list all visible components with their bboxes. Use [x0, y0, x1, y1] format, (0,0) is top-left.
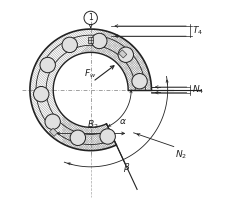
Text: $N_4$: $N_4$	[192, 84, 204, 96]
Circle shape	[45, 114, 60, 130]
Circle shape	[100, 129, 115, 144]
Bar	[118, 50, 126, 58]
Text: 1: 1	[88, 13, 93, 22]
Text: $\alpha$: $\alpha$	[118, 117, 126, 126]
Circle shape	[70, 130, 85, 145]
Circle shape	[62, 37, 77, 53]
Text: $\beta$: $\beta$	[123, 161, 130, 174]
Circle shape	[91, 33, 106, 49]
Text: $N_2$: $N_2$	[174, 148, 186, 161]
Text: $T_4$: $T_4$	[192, 25, 203, 37]
Circle shape	[131, 73, 147, 89]
Text: $F_w$: $F_w$	[84, 68, 96, 80]
Bar	[49, 128, 57, 136]
Circle shape	[117, 47, 133, 62]
Bar	[88, 37, 93, 43]
Text: $B_2$: $B_2$	[87, 118, 98, 131]
Circle shape	[40, 57, 55, 73]
Circle shape	[33, 86, 49, 102]
